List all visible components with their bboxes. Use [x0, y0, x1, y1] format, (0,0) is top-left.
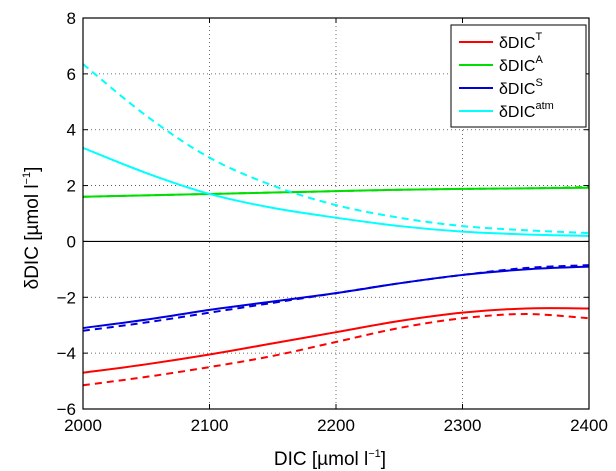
series-line-5-dashed [82, 264, 590, 332]
y-tick-label: 6 [67, 65, 76, 84]
legend-label: δDICA [499, 54, 543, 75]
legend-label: δDICT [499, 31, 542, 52]
x-axis-label: DIC [µmol l−1] [274, 448, 386, 470]
y-tick-label: −2 [57, 288, 76, 307]
y-tick-label: 0 [67, 232, 76, 251]
y-tick-label: −6 [57, 400, 76, 419]
y-axis-label: δDIC [µmol l−1] [21, 167, 43, 290]
series-line-0 [82, 307, 590, 374]
y-tick-label: 4 [67, 121, 76, 140]
series-line-3-dashed [82, 185, 590, 198]
ticks: 2000 2100 2200 2300 2400 −6 −4 −2 0 2 4 6 8 [57, 9, 608, 435]
y-tick-label: 2 [67, 177, 76, 196]
x-tick-label: 2000 [64, 416, 102, 435]
legend-label: δDICS [499, 77, 543, 98]
x-tick-label: 2300 [444, 416, 482, 435]
x-tick-label: 2100 [191, 416, 229, 435]
legend-label: δDICatm [499, 100, 554, 121]
x-tick-label: 2400 [570, 416, 608, 435]
y-tick-label: 8 [67, 9, 76, 28]
x-tick-label: 2200 [317, 416, 355, 435]
series-line-6 [82, 146, 590, 237]
series-layer [82, 63, 590, 387]
series-line-1-dashed [82, 313, 590, 387]
series-line-7-dashed [82, 63, 590, 235]
y-tick-label: −4 [57, 344, 76, 363]
